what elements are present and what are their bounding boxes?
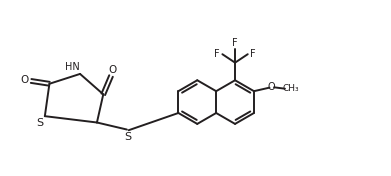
Text: F: F xyxy=(232,38,238,48)
Text: O: O xyxy=(267,82,275,92)
Text: F: F xyxy=(250,49,256,59)
Text: O: O xyxy=(21,75,29,84)
Text: S: S xyxy=(36,118,43,128)
Text: CH₃: CH₃ xyxy=(283,84,300,93)
Text: HN: HN xyxy=(65,62,80,72)
Text: S: S xyxy=(124,132,131,142)
Text: O: O xyxy=(108,65,117,75)
Text: F: F xyxy=(214,49,220,59)
